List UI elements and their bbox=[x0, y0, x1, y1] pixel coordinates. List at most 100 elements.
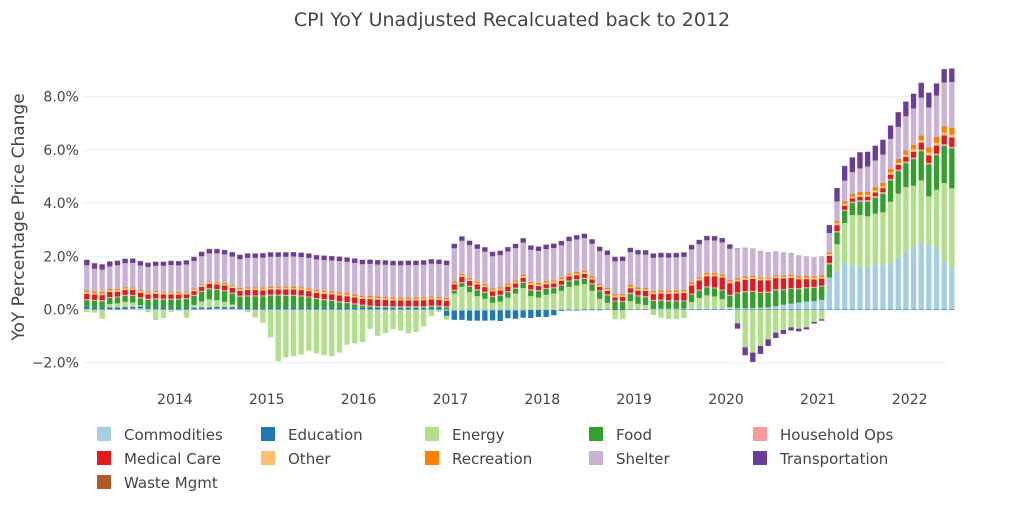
bar-segment bbox=[926, 309, 932, 311]
bar-segment bbox=[619, 302, 626, 310]
bar-segment bbox=[803, 256, 810, 276]
bar-segment bbox=[558, 280, 565, 285]
bar-segment bbox=[543, 294, 549, 310]
bar-segment bbox=[512, 283, 519, 288]
bar-segment bbox=[497, 294, 503, 296]
bar-segment bbox=[168, 309, 174, 313]
bar-segment bbox=[221, 301, 228, 308]
bar-segment bbox=[336, 309, 343, 311]
bar-segment bbox=[344, 307, 350, 310]
bar-segment bbox=[275, 294, 281, 296]
bar-segment bbox=[244, 309, 251, 313]
bar-segment bbox=[642, 287, 649, 290]
bar-segment bbox=[497, 255, 503, 288]
bar-segment bbox=[405, 265, 412, 298]
legend-item[interactable]: Transportation bbox=[753, 450, 888, 468]
bar-segment bbox=[711, 296, 718, 309]
legend-item[interactable]: Education bbox=[261, 426, 363, 444]
bar-segment bbox=[489, 288, 496, 290]
bar-segment bbox=[329, 307, 335, 310]
bar-segment bbox=[206, 249, 212, 254]
bar-segment bbox=[841, 180, 848, 202]
bar-segment bbox=[819, 310, 825, 320]
legend-item[interactable]: Commodities bbox=[97, 426, 223, 444]
bar-segment bbox=[910, 144, 917, 150]
bar-segment bbox=[489, 310, 496, 321]
bar-segment bbox=[229, 286, 235, 288]
bar-segment bbox=[306, 291, 312, 297]
bar-segment bbox=[382, 298, 389, 300]
bar-segment bbox=[535, 290, 542, 292]
bar-segment bbox=[574, 239, 580, 272]
bar-segment bbox=[482, 310, 488, 321]
bar-segment bbox=[811, 286, 817, 288]
legend-item[interactable]: Recreation bbox=[425, 450, 532, 468]
bar-segment bbox=[849, 196, 855, 199]
bar-segment bbox=[788, 277, 794, 288]
bar-segment bbox=[428, 299, 434, 306]
bar-segment bbox=[788, 287, 794, 289]
bar-segment bbox=[367, 305, 373, 307]
bar-segment bbox=[206, 288, 212, 290]
bar-segment bbox=[420, 307, 427, 308]
bar-segment bbox=[420, 300, 427, 307]
bar-segment bbox=[528, 289, 534, 291]
bar-segment bbox=[880, 265, 886, 310]
bar-segment bbox=[451, 290, 457, 294]
bar-segment bbox=[933, 309, 940, 311]
bar-segment bbox=[482, 251, 488, 284]
bar-segment bbox=[244, 253, 251, 258]
bar-segment bbox=[436, 299, 442, 306]
legend-item[interactable]: Other bbox=[261, 450, 331, 468]
bar-segment bbox=[788, 327, 794, 331]
bar-segment bbox=[551, 293, 557, 310]
bar-segment bbox=[742, 292, 748, 309]
bar-segment bbox=[336, 310, 343, 353]
bar-segment bbox=[780, 329, 787, 334]
x-tick-label: 2022 bbox=[892, 392, 928, 408]
bar-segment bbox=[681, 289, 687, 292]
bar-segment bbox=[382, 260, 389, 265]
bar-segment bbox=[604, 295, 611, 303]
legend-item[interactable]: Medical Care bbox=[97, 450, 221, 468]
bar-segment bbox=[696, 244, 702, 278]
bar-segment bbox=[145, 294, 151, 299]
legend[interactable]: Commodities Education Energy Food Household … bbox=[97, 426, 893, 492]
bar-segment bbox=[903, 163, 909, 188]
bar-segment bbox=[130, 294, 136, 296]
bar-segment bbox=[566, 276, 572, 281]
legend-swatch bbox=[261, 427, 275, 441]
legend-item[interactable]: Waste Mgmt bbox=[97, 474, 218, 492]
bar-segment bbox=[306, 253, 312, 258]
bar-segment bbox=[589, 283, 595, 285]
bar-segment bbox=[321, 307, 327, 310]
bar-segment bbox=[826, 252, 833, 255]
bar-segment bbox=[313, 259, 320, 290]
bar-segment bbox=[727, 244, 733, 249]
legend-item[interactable]: Energy bbox=[425, 426, 505, 444]
legend-item[interactable]: Shelter bbox=[589, 450, 671, 468]
bar-segment bbox=[788, 274, 794, 277]
bar-segment bbox=[367, 310, 373, 329]
bar-segment bbox=[489, 309, 496, 311]
bar-segment bbox=[926, 196, 932, 245]
legend-item[interactable]: Food bbox=[589, 426, 652, 444]
bar-segment bbox=[436, 306, 442, 308]
bar-segment bbox=[474, 290, 480, 297]
bar-segment bbox=[895, 162, 901, 165]
bar-segment bbox=[375, 296, 381, 299]
bar-segment bbox=[750, 275, 756, 278]
bar-segment bbox=[512, 309, 519, 311]
bar-segment bbox=[826, 264, 833, 278]
legend-item[interactable]: Household Ops bbox=[753, 426, 893, 444]
bar-segment bbox=[91, 292, 98, 295]
bar-segment bbox=[122, 294, 128, 296]
bar-segment bbox=[252, 253, 258, 258]
bar-segment bbox=[313, 255, 320, 260]
bar-segment bbox=[566, 309, 572, 311]
bar-segment bbox=[130, 302, 136, 307]
bar-segment bbox=[505, 291, 511, 293]
bar-segment bbox=[727, 294, 733, 296]
bar-segment bbox=[145, 309, 151, 313]
bar-segment bbox=[137, 297, 144, 299]
